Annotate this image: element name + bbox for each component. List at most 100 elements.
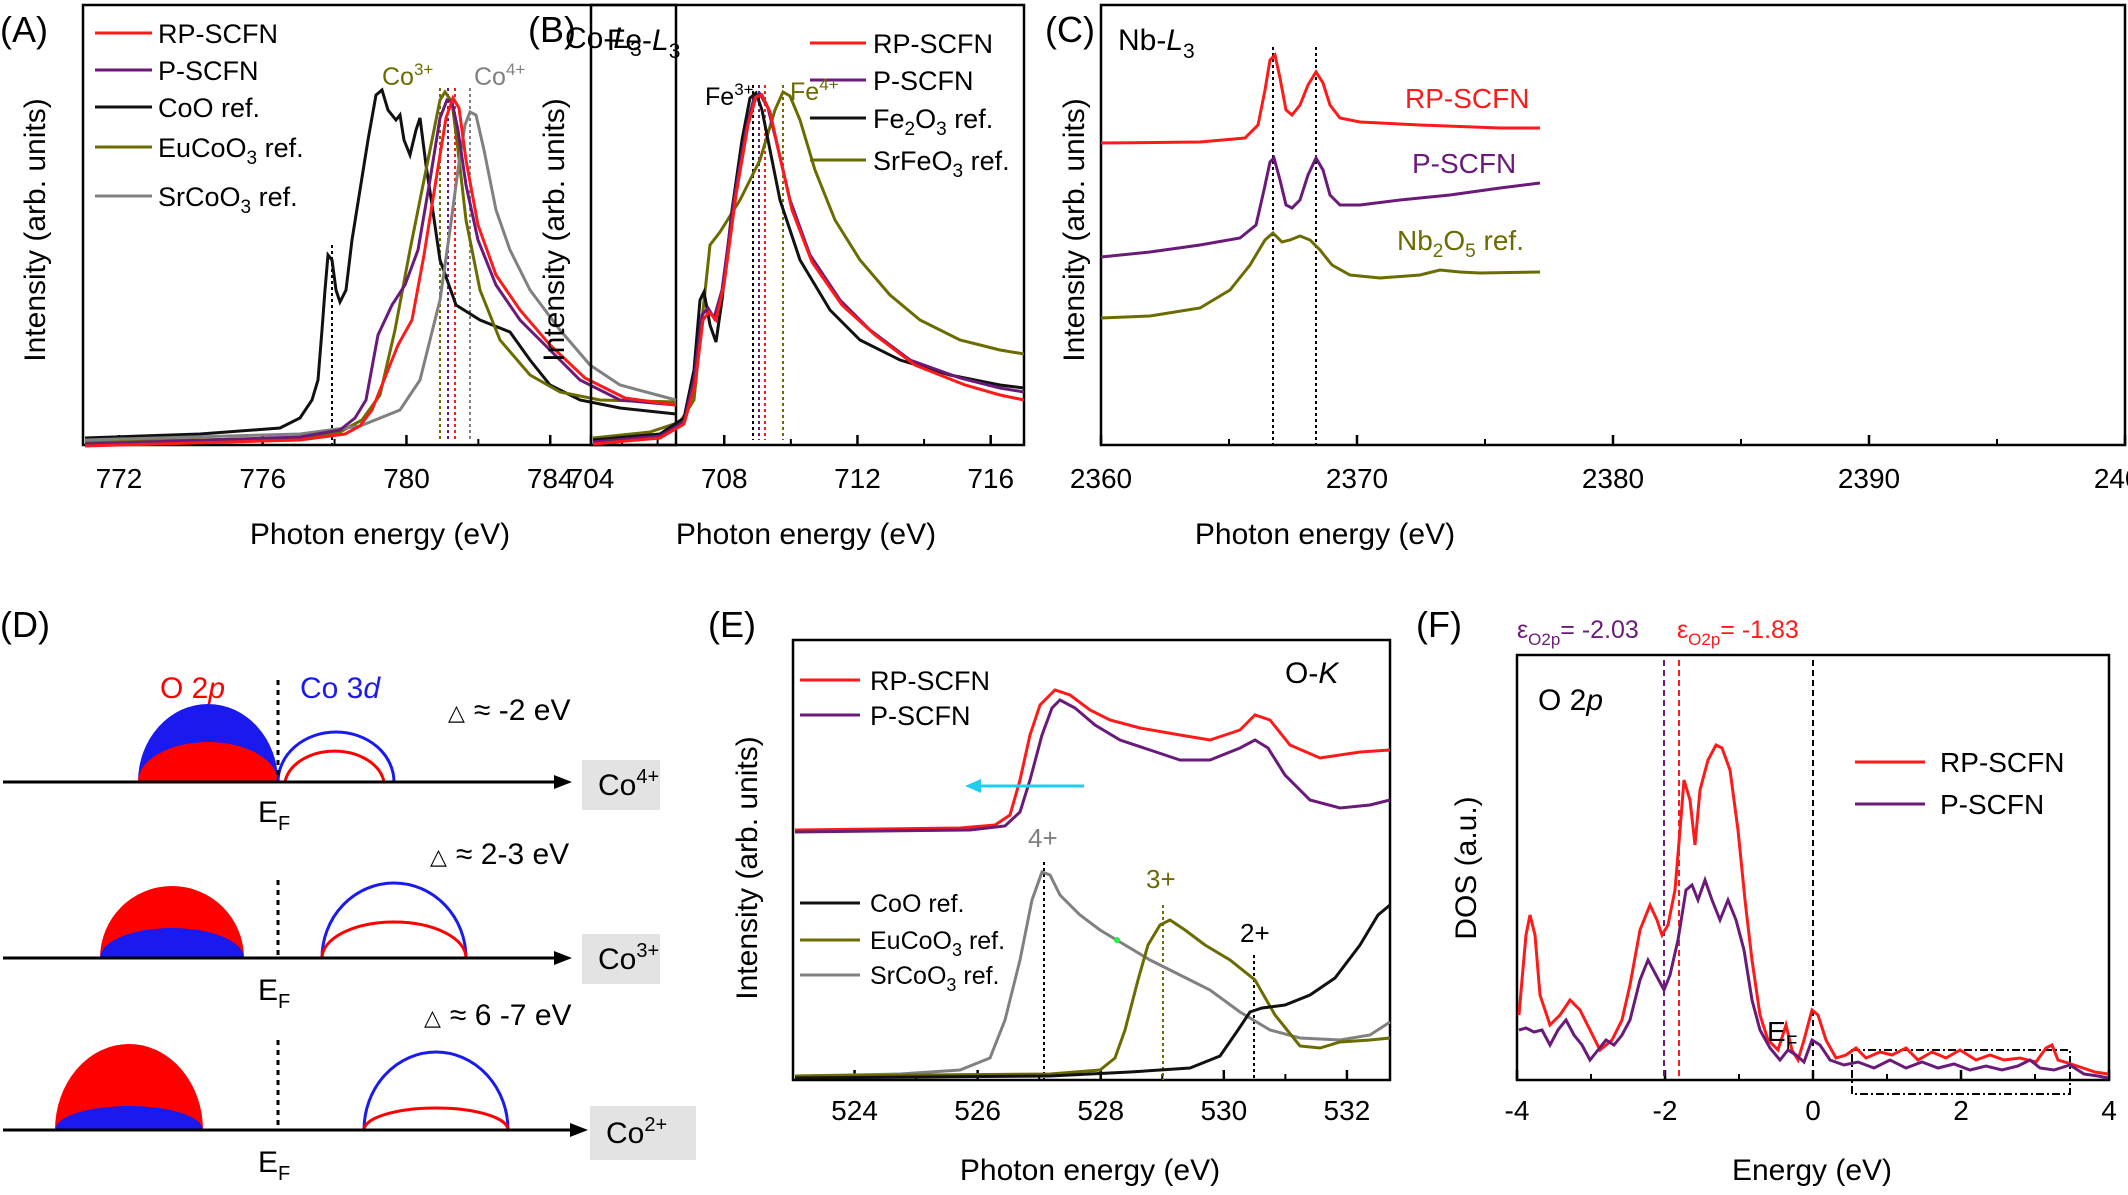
- panel-e-ylabel: Intensity (arb. units): [731, 736, 764, 999]
- delta-symbol-co4: △: [448, 700, 465, 725]
- delta-symbol-co3: △: [430, 844, 447, 869]
- x-tick-label: 2390: [1838, 463, 1900, 494]
- delta-value-co2: ≈ 6 -7 eV: [450, 999, 572, 1032]
- ion-label-co2: Co2+: [606, 1114, 667, 1150]
- panel-f-ylabel: DOS (a.u.): [1450, 796, 1483, 939]
- ion-label-co4: Co4+: [598, 766, 659, 802]
- panel-a: (A) Intensity (arb. units) Photon energy…: [0, 3, 678, 551]
- x-tick-label: 0: [1805, 1095, 1821, 1126]
- panel-e: (E) Intensity (arb. units) Photon energy…: [708, 604, 1392, 1187]
- legend-e-p-scfn: P-SCFN: [870, 701, 971, 731]
- panel-a-curves: [84, 87, 677, 448]
- panel-c-xlabel: Photon energy (eV): [1195, 518, 1455, 551]
- legend-b-p-scfn: P-SCFN: [873, 66, 974, 96]
- legend-f-rp-scfn: RP-SCFN: [1940, 747, 2064, 778]
- peak-label-2plus: 2+: [1240, 918, 1270, 948]
- ef-label-co2: EF: [258, 1146, 290, 1185]
- legend-e-coo: CoO ref.: [870, 890, 964, 918]
- panel-f-orbital-label: O 2p: [1538, 684, 1603, 717]
- x-tick-label: -4: [1505, 1095, 1530, 1126]
- green-marker: [1114, 937, 1120, 943]
- panel-e-curves: [794, 688, 1391, 1080]
- o2p-band-co2: [55, 1044, 203, 1130]
- legend-f-p-scfn: P-SCFN: [1940, 789, 2044, 820]
- curve-srcoo3: [84, 109, 677, 442]
- ef-label-f: EF: [1767, 1016, 1797, 1054]
- curve-fe2o3: [592, 90, 1025, 442]
- panel-e-edge-label: O-K: [1285, 657, 1340, 690]
- x-tick-label: -2: [1653, 1095, 1678, 1126]
- panel-a-label: (A): [0, 9, 48, 50]
- x-tick-label: 2: [1953, 1095, 1969, 1126]
- arrow-head-co3: [554, 951, 572, 965]
- curve-coo-e: [794, 903, 1391, 1080]
- ion-box-co2: [590, 1106, 696, 1160]
- x-tick-label: 776: [239, 463, 286, 494]
- curve-srcoo3-e: [794, 870, 1391, 1078]
- curve-p-scfn: [84, 98, 677, 446]
- x-tick-label: 2400: [2094, 463, 2128, 494]
- legend-a-eucoo3: EuCoO3 ref.: [158, 133, 304, 169]
- epsilon-rp-scfn: εO2p= -1.83: [1677, 616, 1799, 649]
- epsilon-p-scfn: εO2p= -2.03: [1517, 616, 1639, 649]
- co3d-label: Co 3d: [300, 672, 381, 705]
- x-tick-label: 708: [701, 463, 748, 494]
- legend-a-srcoo3: SrCoO3 ref.: [158, 182, 298, 218]
- x-tick-label: 532: [1324, 1095, 1371, 1126]
- panel-a-frame: [81, 3, 678, 447]
- panel-a-edge-label: Co-L3: [565, 22, 642, 61]
- legend-e-srcoo3: SrCoO3 ref.: [870, 962, 1000, 995]
- legend-a-p-scfn: P-SCFN: [158, 56, 259, 86]
- curve-rp-scfn-b: [592, 93, 1025, 446]
- ion-label-co3: Co3+: [598, 940, 659, 976]
- x-tick-label: 780: [383, 463, 430, 494]
- x-tick-label: 772: [96, 463, 143, 494]
- fe3-annotation: Fe3+: [705, 80, 754, 111]
- x-tick-label: 712: [834, 463, 881, 494]
- band-row-co2: EF △ ≈ 6 -7 eV Co2+: [3, 999, 696, 1185]
- x-tick-label: 784: [527, 463, 574, 494]
- panel-a-ylabel: Intensity (arb. units): [19, 98, 52, 361]
- curve-coo: [84, 87, 677, 440]
- curve-nb2o5: [1100, 230, 1541, 320]
- o2p-label: O 2p: [160, 672, 225, 705]
- fe4-annotation: Fe4+: [790, 75, 839, 106]
- curve-srfeo3: [592, 89, 1025, 440]
- band-row-co3: EF △ ≈ 2-3 eV Co3+: [3, 838, 660, 1013]
- panel-b-xlabel: Photon energy (eV): [676, 518, 936, 551]
- ef-label-co4: EF: [258, 796, 290, 835]
- panel-c-curves: [1100, 51, 1541, 320]
- panel-a-legend: RP-SCFN P-SCFN CoO ref. EuCoO3 ref. SrCo…: [95, 19, 304, 218]
- co3d-band-co3: [320, 881, 468, 959]
- curve-dos-rp-scfn: [1517, 743, 2109, 1076]
- shift-arrow-head: [965, 779, 981, 793]
- x-tick-label: 2370: [1326, 463, 1388, 494]
- panel-c-x-axis: 2360 2370 2380 2390 2400: [1070, 435, 2128, 494]
- panel-f-label: (F): [1416, 604, 1462, 645]
- curve-rp-scfn-c: [1100, 51, 1540, 145]
- legend-b-fe2o3: Fe2O3 ref.: [873, 104, 993, 140]
- co3d-band-co4-inner: [283, 749, 386, 783]
- peak-label-3plus: 3+: [1146, 864, 1176, 894]
- panel-b-legend: RP-SCFN P-SCFN Fe2O3 ref. SrFeO3 ref.: [810, 29, 1010, 182]
- panel-c-label: (C): [1045, 9, 1095, 50]
- panel-b-frame: [589, 3, 1026, 447]
- curve-p-scfn-c: [1100, 154, 1541, 259]
- panel-a-reference-lines: [331, 88, 471, 445]
- panel-f-legend: RP-SCFN P-SCFN: [1855, 747, 2064, 820]
- legend-b-srfeo3: SrFeO3 ref.: [873, 146, 1010, 182]
- o2p-band-co2-inner: [55, 1106, 203, 1130]
- x-tick-label: 528: [1077, 1095, 1124, 1126]
- delta-value-co4: ≈ -2 eV: [474, 694, 571, 727]
- curve-rp-scfn: [84, 94, 677, 448]
- co4-annotation: Co4+: [474, 60, 525, 91]
- o2p-band-co3-inner: [100, 928, 244, 958]
- co3-annotation: Co3+: [382, 60, 433, 91]
- curve-rp-scfn-e: [794, 688, 1391, 832]
- panel-f: (F) DOS (a.u.) Energy (eV) O 2p εO2p= -2…: [1416, 604, 2117, 1187]
- panel-c-edge-label: Nb-L3: [1118, 24, 1195, 63]
- curve-dos-p-scfn: [1518, 875, 2109, 1080]
- panel-d-label: (D): [0, 604, 50, 645]
- panel-b: (B) Intensity (arb. units) Photon energy…: [528, 3, 1026, 551]
- legend-a-rp-scfn: RP-SCFN: [158, 19, 278, 49]
